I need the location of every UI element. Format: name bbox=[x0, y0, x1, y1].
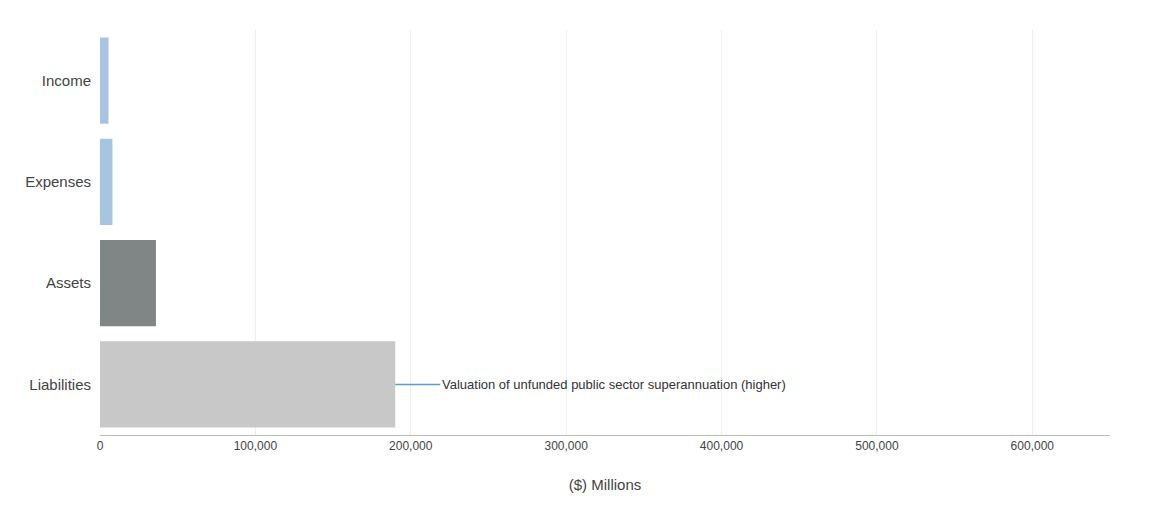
svg-text:Valuation of unfunded public s: Valuation of unfunded public sector supe… bbox=[442, 377, 786, 392]
svg-text:Income: Income bbox=[42, 72, 91, 89]
svg-text:0: 0 bbox=[97, 439, 104, 453]
svg-text:($) Millions: ($) Millions bbox=[569, 476, 642, 493]
svg-text:300,000: 300,000 bbox=[544, 439, 588, 453]
svg-text:500,000: 500,000 bbox=[855, 439, 899, 453]
svg-text:100,000: 100,000 bbox=[234, 439, 278, 453]
svg-text:Liabilities: Liabilities bbox=[29, 376, 91, 393]
svg-text:400,000: 400,000 bbox=[700, 439, 744, 453]
svg-text:600,000: 600,000 bbox=[1011, 439, 1055, 453]
svg-text:Expenses: Expenses bbox=[25, 173, 91, 190]
svg-text:200,000: 200,000 bbox=[389, 439, 433, 453]
svg-text:Assets: Assets bbox=[46, 274, 91, 291]
